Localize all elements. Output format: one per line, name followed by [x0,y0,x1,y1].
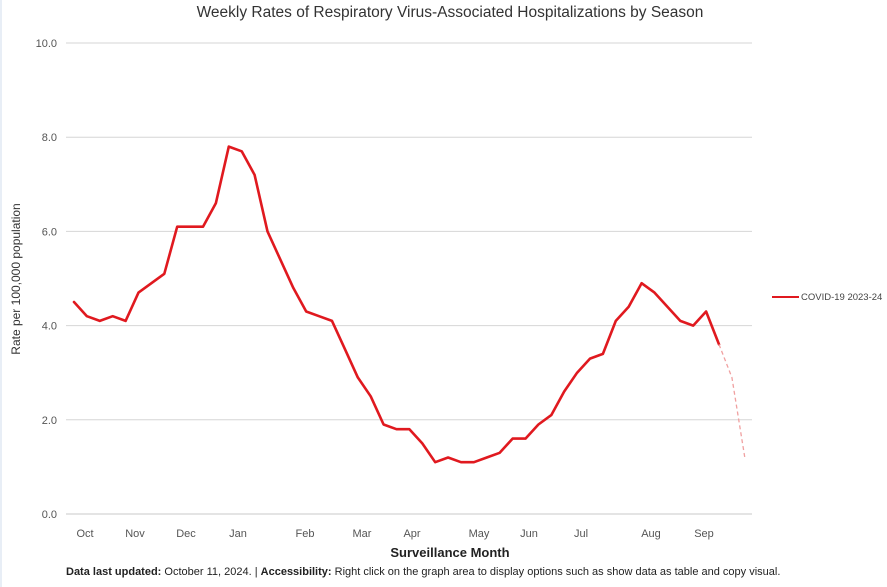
series-line[interactable] [72,145,721,464]
y-tick-label: 10.0 [36,38,57,50]
data-point[interactable] [123,318,129,324]
data-point[interactable] [368,393,374,399]
data-point[interactable] [239,148,245,154]
accessibility-text: Right click on the graph area to display… [331,566,781,578]
data-point[interactable] [626,304,632,310]
data-point[interactable] [484,454,490,460]
y-axis-title: Rate per 100,000 population [9,203,23,354]
series-layer[interactable] [71,144,746,466]
data-point[interactable] [355,374,361,380]
updated-value: October 11, 2024. | [161,566,261,578]
data-point[interactable] [664,304,670,310]
data-point[interactable] [200,224,206,230]
data-point[interactable] [523,436,529,442]
x-tick-label: Jan [229,528,247,540]
updated-label: Data last updated: [66,566,162,578]
data-point[interactable] [161,271,167,277]
data-point[interactable] [84,313,90,319]
x-tick-label: Dec [176,528,196,540]
data-point[interactable] [110,313,116,319]
x-tick-label: Jul [574,528,588,540]
data-point[interactable] [406,426,412,432]
data-point[interactable] [600,351,606,357]
x-tick-label: Oct [76,528,93,540]
data-point[interactable] [303,308,309,314]
data-point[interactable] [342,346,348,352]
data-point[interactable] [458,459,464,465]
accessibility-label: Accessibility: [260,566,332,578]
data-point[interactable] [587,356,593,362]
data-point[interactable] [419,440,425,446]
footer-note: Data last updated: October 11, 2024. | A… [66,566,780,578]
data-point[interactable] [265,228,271,234]
data-point[interactable] [97,318,103,324]
y-tick-labels: 0.0 2.0 4.0 6.0 8.0 10.0 [36,38,57,521]
data-point[interactable] [329,318,335,324]
x-tick-label: Mar [353,528,372,540]
x-tick-label: Jun [520,528,538,540]
data-point[interactable] [548,412,554,418]
data-point[interactable] [445,454,451,460]
data-point[interactable] [136,290,142,296]
data-point[interactable] [703,308,709,314]
y-tick-label: 2.0 [42,415,57,427]
data-point[interactable] [471,459,477,465]
window-left-edge [0,0,2,587]
hospitalization-line-chart[interactable]: Weekly Rates of Respiratory Virus-Associ… [0,0,887,560]
data-point[interactable] [213,200,219,206]
data-point[interactable] [148,280,154,286]
x-tick-label: Aug [641,528,661,540]
data-point[interactable] [316,313,322,319]
y-tick-label: 6.0 [42,226,57,238]
data-point[interactable] [381,422,387,428]
y-tick-label: 4.0 [42,321,57,333]
y-tick-label: 8.0 [42,132,57,144]
data-point[interactable] [497,450,503,456]
y-tick-label: 0.0 [42,509,57,521]
data-point[interactable] [690,323,696,329]
provisional-series-line[interactable] [718,344,746,458]
data-point[interactable] [432,459,438,465]
data-point[interactable] [561,389,567,395]
gridlines [66,42,752,515]
data-point[interactable] [226,144,232,150]
data-point[interactable] [652,290,658,296]
data-point[interactable] [252,172,258,178]
x-axis-title: Surveillance Month [390,545,509,560]
legend-label: COVID-19 2023-24 [801,292,882,303]
data-point[interactable] [394,426,400,432]
data-point[interactable] [290,285,296,291]
data-point[interactable] [716,341,722,347]
legend[interactable]: COVID-19 2023-24 [772,292,882,303]
x-tick-label: May [469,528,490,540]
data-point[interactable] [277,257,283,263]
data-point[interactable] [510,436,516,442]
data-point[interactable] [613,318,619,324]
data-point[interactable] [574,370,580,376]
x-tick-label: Feb [296,528,315,540]
chart-title: Weekly Rates of Respiratory Virus-Associ… [197,4,704,21]
x-tick-label: Sep [694,528,714,540]
x-tick-label: Apr [403,528,420,540]
x-tick-label: Nov [125,528,145,540]
data-point[interactable] [535,422,541,428]
x-tick-labels: Oct Nov Dec Jan Feb Mar Apr May Jun Jul Aug Sep [76,528,713,540]
data-point[interactable] [71,299,77,305]
data-point[interactable] [187,224,193,230]
data-point[interactable] [677,318,683,324]
data-point[interactable] [639,280,645,286]
data-point[interactable] [174,224,180,230]
